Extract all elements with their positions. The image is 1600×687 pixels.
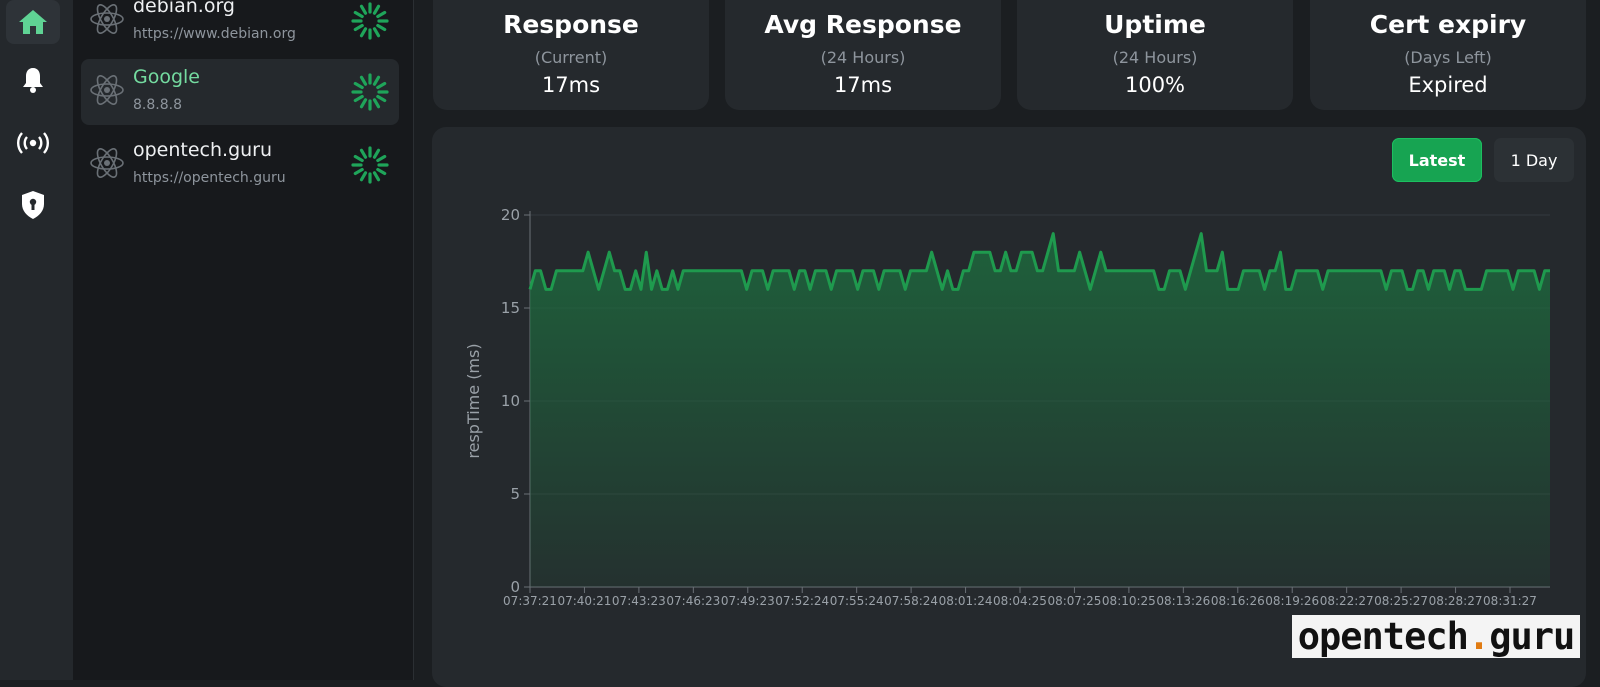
stat-card: Avg Response (24 Hours) 17ms (725, 0, 1001, 110)
watermark-dot: . (1467, 615, 1490, 658)
stat-subtitle: (Days Left) (1404, 48, 1492, 67)
x-tick-label: 07:40:21 (557, 594, 611, 608)
icon-rail (0, 0, 73, 680)
chart-panel: Latest 1 Day 0 5 10 15 20 07:37:21 07:40:21 07:… (432, 127, 1586, 687)
bell-icon (23, 68, 43, 93)
x-tick-label: 08:01:24 (939, 594, 993, 608)
watermark-text: opentech (1297, 615, 1469, 658)
atom-icon (89, 72, 125, 112)
stat-title: Uptime (1104, 10, 1206, 39)
x-tick-label: 08:16:26 (1211, 594, 1265, 608)
nav-status[interactable] (6, 121, 60, 165)
stat-title: Avg Response (764, 10, 962, 39)
monitor-item[interactable]: opentech.guru https://opentech.guru (81, 132, 399, 198)
x-tick-label: 08:04:25 (993, 594, 1047, 608)
x-tick-label: 07:55:24 (830, 594, 884, 608)
y-tick-label: 20 (501, 206, 520, 224)
broadcast-icon (17, 132, 49, 154)
x-tick-label: 08:28:27 (1429, 594, 1483, 608)
nav-home[interactable] (6, 0, 60, 44)
x-tick-label: 07:52:24 (775, 594, 829, 608)
monitor-list: debian.org https://www.debian.org Google 8.… (73, 0, 414, 680)
response-time-chart: 0 5 10 15 20 07:37:21 07:40:21 07:43:23 07:46:23… (464, 206, 1550, 608)
nav-notifications[interactable] (6, 58, 60, 102)
series-line (528, 232, 1550, 291)
watermark-text-suffix: guru (1489, 615, 1575, 658)
stat-value: 17ms (541, 73, 601, 97)
monitor-item[interactable]: debian.org https://www.debian.org (81, 0, 399, 54)
monitor-url: 8.8.8.8 (133, 97, 182, 113)
x-tick-label: 08:25:27 (1374, 594, 1428, 608)
stat-subtitle: (Current) (534, 48, 608, 67)
series-area (530, 233, 1550, 587)
x-tick-label: 08:10:25 (1102, 594, 1156, 608)
monitor-name: opentech.guru (133, 139, 273, 161)
stat-title: Cert expiry (1369, 10, 1527, 39)
latest-button[interactable]: Latest (1392, 138, 1482, 182)
y-axis-label: respTime (ms) (464, 343, 483, 458)
x-tick-label: 07:37:21 (503, 594, 557, 608)
y-tick-label: 10 (501, 392, 520, 410)
x-tick-label: 07:43:23 (612, 594, 666, 608)
stat-subtitle: (24 Hours) (1112, 48, 1198, 67)
stat-card: Response (Current) 17ms (433, 0, 709, 110)
status-spinner-icon (351, 2, 389, 44)
home-icon (19, 10, 47, 34)
y-tick-label: 0 (510, 578, 520, 596)
one-day-button[interactable]: 1 Day (1494, 138, 1574, 182)
monitor-name: Google (133, 66, 201, 88)
watermark-logo: opentech.guru (1292, 615, 1580, 658)
x-tick-label: 08:22:27 (1320, 594, 1374, 608)
x-tick-label: 08:07:25 (1047, 594, 1101, 608)
x-tick-label: 08:31:27 (1483, 594, 1537, 608)
nav-security[interactable] (6, 183, 60, 227)
monitor-item[interactable]: Google 8.8.8.8 (81, 59, 399, 125)
stat-card: Cert expiry (Days Left) Expired (1310, 0, 1586, 110)
monitor-name: debian.org (133, 0, 235, 17)
stat-value: 100% (1124, 73, 1186, 97)
stat-value: 17ms (833, 73, 893, 97)
y-tick-label: 15 (501, 299, 520, 317)
stat-subtitle: (24 Hours) (820, 48, 906, 67)
atom-icon (89, 145, 125, 185)
x-tick-label: 07:46:23 (666, 594, 720, 608)
x-tick-label: 08:19:26 (1265, 594, 1319, 608)
x-tick-label: 07:58:24 (884, 594, 938, 608)
stat-title: Response (503, 10, 639, 39)
monitor-url: https://www.debian.org (133, 26, 296, 42)
y-tick-label: 5 (510, 485, 520, 503)
stat-card: Uptime (24 Hours) 100% (1017, 0, 1293, 110)
status-spinner-icon (351, 146, 389, 188)
atom-icon (89, 1, 125, 41)
status-spinner-icon (351, 73, 389, 115)
monitor-url: https://opentech.guru (133, 170, 286, 186)
shield-icon (22, 191, 44, 219)
stat-value: Expired (1408, 73, 1488, 97)
x-tick-label: 08:13:26 (1156, 594, 1210, 608)
x-tick-label: 07:49:23 (721, 594, 775, 608)
